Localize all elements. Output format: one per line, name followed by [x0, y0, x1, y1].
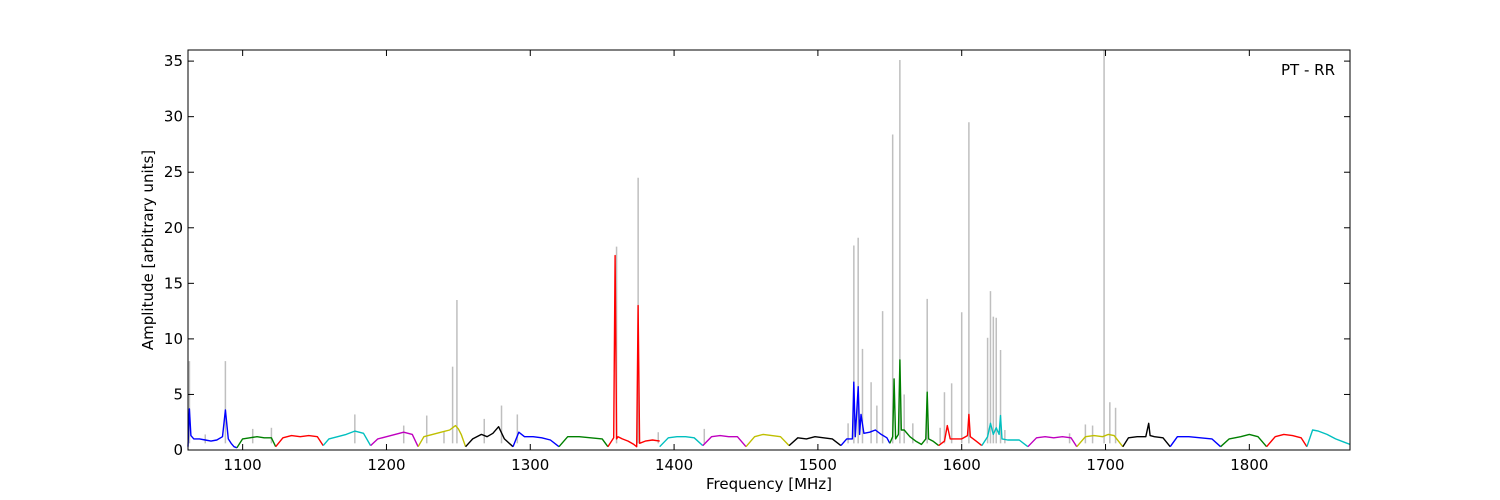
y-ticks: 0 5 10 15 20 25 30 35	[164, 52, 1350, 459]
x-tick-label: 1100	[224, 456, 262, 474]
x-tick-label: 1500	[799, 456, 837, 474]
y-tick-label: 35	[164, 52, 183, 70]
series-line-19	[1027, 436, 1078, 448]
y-tick-label: 30	[164, 108, 183, 126]
series-line-1	[187, 408, 238, 449]
series-line-9	[558, 436, 609, 448]
series-line-15	[840, 381, 891, 447]
series-line-5	[370, 431, 419, 447]
x-tick-label: 1400	[655, 456, 693, 474]
x-ticks: 1100 1200 1300 1400 1500 1600 1700 1800	[224, 50, 1268, 474]
series-line-22	[1169, 436, 1222, 448]
series-line-20	[1076, 433, 1124, 448]
series-line-6	[417, 424, 467, 448]
plot-frame	[187, 49, 1351, 451]
series-line-16	[889, 359, 940, 447]
series-line-12	[702, 434, 747, 448]
y-tick-label: 20	[164, 219, 183, 237]
x-tick-label: 1300	[511, 456, 549, 474]
series-line-24	[1266, 433, 1308, 448]
x-tick-label: 1800	[1230, 456, 1268, 474]
y-tick-label: 25	[164, 163, 183, 181]
series-line-3	[275, 434, 324, 448]
x-tick-label: 1200	[367, 456, 405, 474]
series-line-13	[745, 433, 790, 448]
series-line-11	[659, 436, 704, 448]
y-tick-label: 0	[173, 441, 183, 459]
series-line-8	[512, 431, 560, 448]
y-tick-label: 10	[164, 330, 183, 348]
series-lines	[187, 254, 1351, 449]
series-line-7	[465, 426, 514, 448]
y-tick-label: 15	[164, 274, 183, 292]
series-line-4	[322, 430, 372, 447]
series-line-10	[607, 254, 660, 448]
series-line-23	[1220, 433, 1268, 448]
series-line-18	[981, 414, 1029, 448]
series-line-2	[236, 436, 277, 449]
chart-annotation: PT - RR	[1281, 61, 1335, 79]
x-tick-label: 1600	[943, 456, 981, 474]
x-tick-label: 1700	[1086, 456, 1124, 474]
y-tick-label: 5	[173, 385, 183, 403]
plot-background	[188, 50, 1350, 450]
x-axis-title: Frequency [MHz]	[706, 475, 832, 493]
series-line-14	[788, 436, 842, 447]
y-axis-title: Amplitude [arbitrary units]	[139, 150, 157, 350]
series-line-25	[1306, 429, 1351, 447]
series-line-21	[1122, 422, 1171, 448]
series-line-17	[938, 413, 983, 447]
